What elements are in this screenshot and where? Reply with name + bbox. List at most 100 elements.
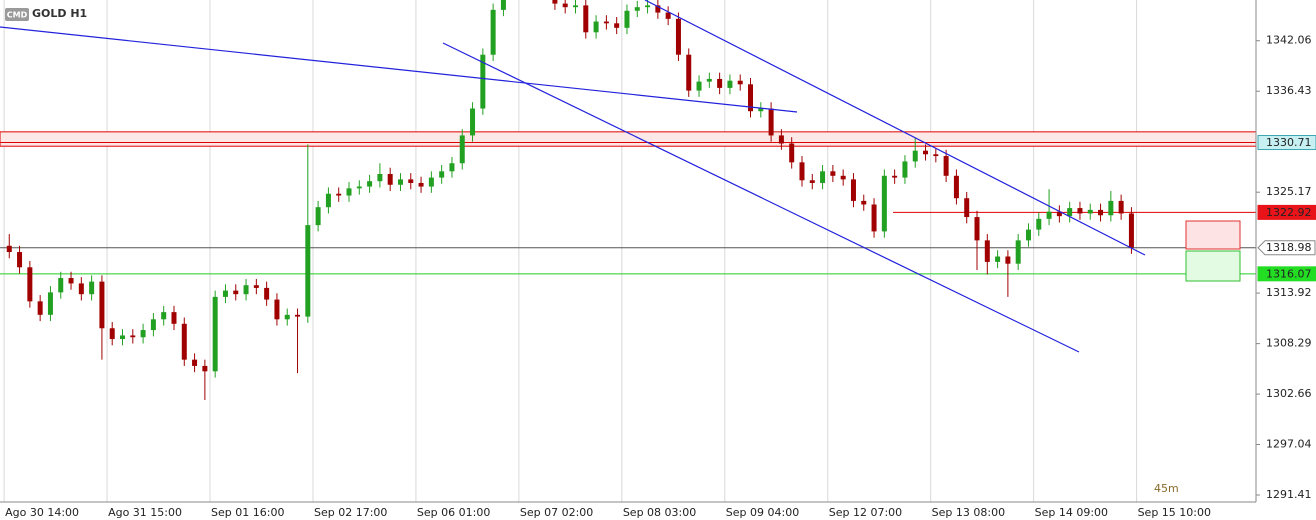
candle-body	[850, 179, 856, 201]
candle-body	[789, 143, 795, 163]
x-tick-label: Sep 06 01:00	[417, 506, 490, 519]
candle-body	[78, 283, 84, 295]
candle-body	[706, 78, 712, 82]
candle-body	[634, 7, 640, 11]
candle-body	[428, 177, 434, 187]
x-tick-label: Sep 08 03:00	[623, 506, 696, 519]
x-tick-label: Sep 13 08:00	[932, 506, 1005, 519]
candle-body	[37, 301, 43, 315]
zone	[0, 131, 1256, 147]
candle-body	[758, 108, 764, 112]
candle-body	[1046, 211, 1052, 219]
candle-body	[418, 182, 424, 187]
candle-body	[305, 225, 311, 317]
price-tag-label: 1330.71	[1266, 136, 1312, 149]
x-tick-label: Ago 30 14:00	[5, 506, 79, 519]
candle-body	[727, 80, 733, 88]
candle-body	[243, 285, 249, 295]
price-tag-label: 1322.92	[1266, 206, 1312, 219]
candle-body	[881, 175, 887, 232]
candle-body	[490, 9, 496, 55]
candle-body	[1025, 229, 1031, 241]
candle-body	[737, 80, 743, 85]
candle-body	[1005, 256, 1011, 264]
candle-body	[923, 150, 929, 155]
badge-bg	[5, 8, 29, 21]
candle-body	[387, 174, 393, 185]
candle-body	[902, 161, 908, 178]
candles	[6, 0, 1134, 401]
candle-body	[974, 217, 980, 241]
candle-body	[315, 207, 321, 226]
trend-lines	[0, 0, 1146, 353]
candle-body	[500, 0, 506, 10]
candle-body	[58, 278, 64, 293]
candle-body	[222, 290, 228, 297]
y-tick-label: 1313.92	[1266, 286, 1312, 299]
candle-body	[470, 108, 476, 136]
x-tick-label: Sep 12 07:00	[829, 506, 902, 519]
price-tag	[1257, 266, 1316, 282]
candle-body	[1098, 209, 1104, 216]
candle-body	[202, 365, 208, 372]
candle-body	[624, 10, 630, 28]
candle-body	[99, 281, 105, 329]
candle-body	[717, 78, 723, 88]
candle-body	[439, 171, 445, 178]
candle-body	[748, 84, 754, 112]
candle-body	[6, 245, 12, 253]
candle-body	[645, 5, 651, 8]
candle-body	[964, 198, 970, 218]
candle-body	[614, 23, 620, 28]
badge: CMD	[7, 11, 28, 20]
x-tick-label: Sep 01 16:00	[211, 506, 284, 519]
grid	[3, 0, 1138, 502]
x-tick-label: Sep 02 17:00	[314, 506, 387, 519]
candle-body	[572, 5, 578, 8]
candle-body	[943, 156, 949, 176]
candle-body	[377, 174, 383, 182]
candle-body	[336, 193, 342, 196]
candle-body	[120, 335, 126, 340]
plot-area	[0, 0, 1256, 401]
y-tick-label: 1325.17	[1266, 185, 1312, 198]
target-box-buy	[1185, 250, 1241, 282]
candle-body	[840, 175, 846, 180]
candle-body	[27, 267, 33, 302]
axes: Ago 30 14:00 Ago 31 15:00 Sep 01 16:00 Sep …	[5, 34, 1316, 519]
zones	[0, 131, 1256, 275]
price-tag-label: 1318.98	[1266, 241, 1312, 254]
candle-body	[768, 108, 774, 136]
candle-body	[892, 175, 898, 178]
trend-line	[442, 42, 1080, 353]
candle-body	[89, 281, 95, 295]
candle-body	[861, 200, 867, 205]
x-tick-label: Sep 09 04:00	[726, 506, 799, 519]
candle-body	[346, 188, 352, 196]
candle-body	[253, 285, 259, 288]
candle-body	[1118, 200, 1124, 214]
candle-body	[68, 278, 74, 284]
candle-body	[799, 162, 805, 181]
price-tag	[1257, 240, 1316, 256]
candle-body	[480, 54, 486, 109]
candle-body	[397, 179, 403, 185]
price-tag-label: 1316.07	[1266, 267, 1312, 280]
candle-body	[593, 21, 599, 33]
trend-line	[644, 0, 1146, 256]
candle-body	[809, 180, 815, 183]
candle-body	[171, 312, 177, 324]
candle-body	[953, 175, 959, 199]
candle-body	[356, 186, 362, 189]
candle-body	[1087, 209, 1093, 214]
x-tick-label: Ago 31 15:00	[108, 506, 182, 519]
candle-body	[150, 319, 156, 331]
candle-body	[1015, 240, 1021, 264]
candle-body	[933, 154, 939, 157]
x-tick-label: Sep 07 02:00	[520, 506, 593, 519]
candle-body	[912, 150, 918, 162]
y-tick-label: 1336.43	[1266, 84, 1312, 97]
candle-body	[686, 54, 692, 91]
target-box-sell	[1185, 220, 1241, 250]
